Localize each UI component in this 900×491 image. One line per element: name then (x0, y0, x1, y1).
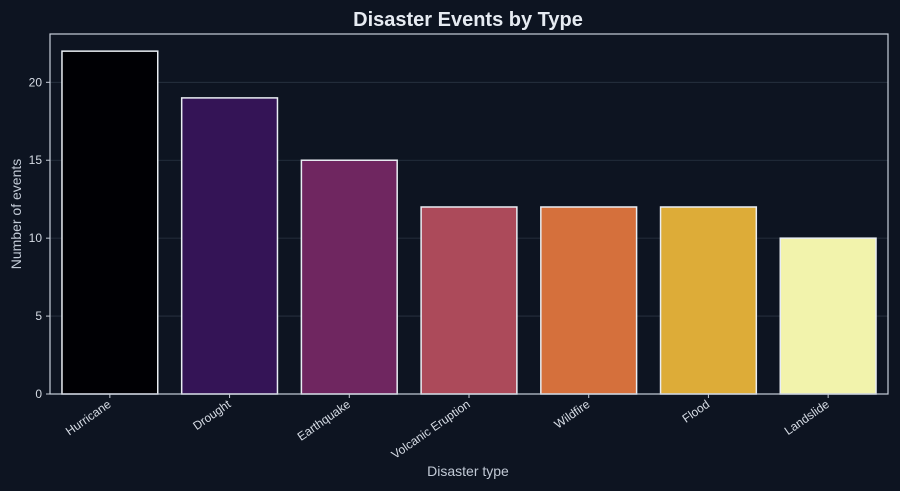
x-tick-label: Flood (680, 397, 713, 426)
bar-flood (659, 206, 758, 395)
y-tick-label: 20 (29, 75, 43, 89)
bar-wildfire (540, 206, 638, 395)
bar-landslide (779, 237, 877, 395)
x-tick-label: Wildfire (552, 397, 593, 432)
y-tick-label: 10 (29, 231, 43, 245)
x-axis-ticks: Hurricane Drought Earthquake Volcanic Erupt… (63, 394, 832, 462)
x-axis-label: Disaster type (427, 463, 509, 479)
x-tick-label: Volcanic Eruption (389, 397, 473, 462)
bar-drought (180, 97, 279, 395)
y-tick-label: 0 (35, 387, 42, 401)
x-tick-label: Landslide (782, 397, 832, 438)
bar-volcanic-eruption (420, 206, 518, 395)
y-tick-label: 15 (29, 153, 43, 167)
x-tick-label: Hurricane (63, 397, 114, 438)
x-tick-label: Earthquake (295, 397, 354, 444)
x-tick-label: Drought (190, 397, 234, 433)
chart-title: Disaster Events by Type (353, 9, 583, 31)
bar-hurricane (61, 50, 159, 395)
y-axis-label: Number of events (8, 159, 24, 270)
bars-group (61, 50, 877, 395)
bar-earthquake (300, 159, 398, 395)
y-tick-label: 5 (35, 309, 42, 323)
y-axis-ticks: 0 5 10 15 20 (29, 75, 50, 401)
